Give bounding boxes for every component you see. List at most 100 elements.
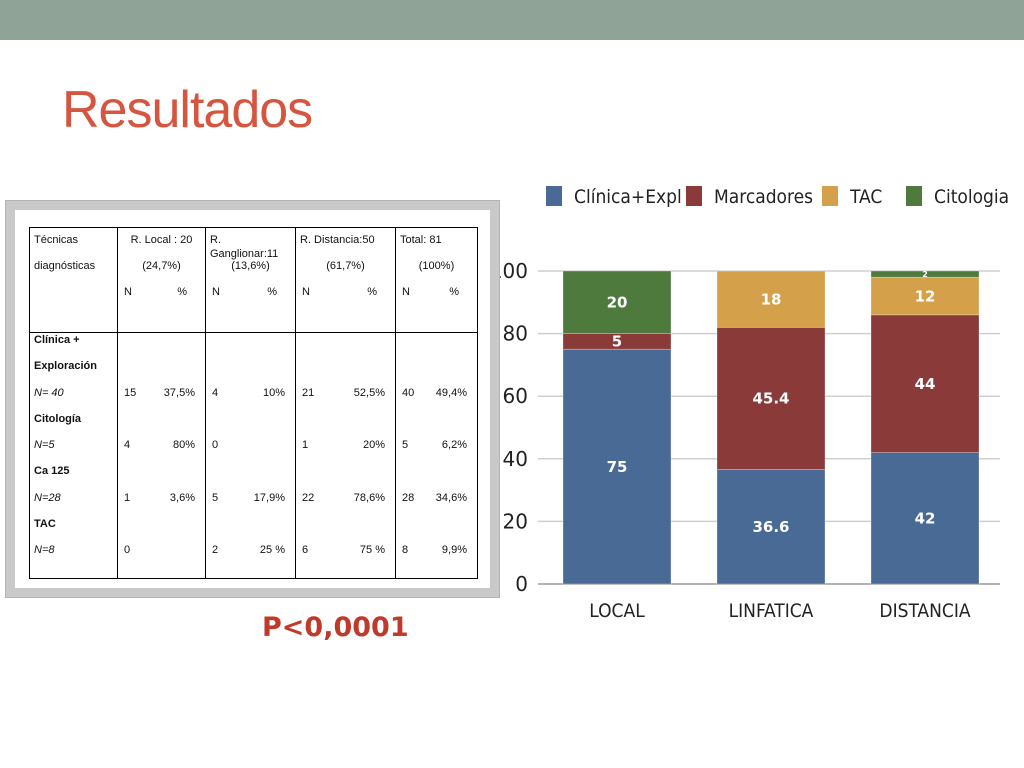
cell-percent <box>285 464 291 490</box>
cell-count: 2 <box>212 544 219 557</box>
value-stack: 4 10% 0 5 17,9% 2 25 % <box>210 333 291 570</box>
y-tick-label: 80 <box>503 322 528 346</box>
legend-swatch <box>686 186 702 206</box>
stacked-bar-chart: Clínica+Expl Marcadores TAC Citologia 0 20 40 6… <box>500 186 1009 622</box>
data-column-distancia: 21 52,5% 1 20% 22 78,6% 6 75 % <box>295 332 396 579</box>
x-tick-label: DISTANCIA <box>879 600 970 622</box>
cell-count <box>300 333 302 359</box>
cell-count <box>300 517 302 543</box>
cell-percent: 17,9% <box>253 491 285 504</box>
n-label: N <box>302 286 310 298</box>
table-cell <box>122 517 201 543</box>
row-label: Ca 125 <box>34 465 70 478</box>
bar-value-label: 12 <box>915 287 936 305</box>
table-cell <box>400 333 473 359</box>
cell-count <box>210 359 212 385</box>
results-table: Técnicas diagnósticas R. Local : 20 (24,… <box>29 227 478 579</box>
table-cell: 1 20% <box>300 438 391 464</box>
bar-value-label: 75 <box>607 458 628 476</box>
data-column-local: 15 37,5% 4 80% 1 3,6% 0 <box>117 332 206 579</box>
cell-count: 1 <box>302 439 309 452</box>
table-cell: 0 <box>210 438 291 464</box>
cell-count <box>400 464 402 490</box>
cell-count <box>210 412 212 438</box>
header-label: (24,7%) <box>142 260 181 272</box>
header-label: R. Local : 20 <box>130 234 193 246</box>
cell-percent <box>285 412 291 438</box>
data-column-ganglionar: 4 10% 0 5 17,9% 2 25 % <box>205 332 296 579</box>
cell-percent: 10% <box>262 386 285 399</box>
table-cell: 28 34,6% <box>400 491 473 517</box>
cell-percent: 78,6% <box>353 491 385 504</box>
cell-percent <box>467 359 473 385</box>
cell-percent: 49,4% <box>435 386 467 399</box>
bar-value-label: 18 <box>761 290 782 308</box>
cell-count <box>122 359 124 385</box>
table-cell <box>400 517 473 543</box>
cell-percent: 20% <box>362 439 385 452</box>
cell-percent <box>195 359 201 385</box>
cell-percent <box>195 543 201 569</box>
cell-percent: 34,6% <box>435 491 467 504</box>
bar-segment <box>870 270 980 278</box>
cell-count: 4 <box>124 439 131 452</box>
bar-value-label: 45.4 <box>752 390 789 408</box>
table-cell: 40 49,4% <box>400 386 473 412</box>
cell-percent <box>285 333 291 359</box>
row-label: Clínica + <box>34 334 80 346</box>
bar-segment <box>870 276 980 316</box>
header-label: Técnicas <box>34 234 79 246</box>
bar-value-label: 5 <box>612 333 622 351</box>
cell-count <box>300 412 302 438</box>
cell-percent <box>467 412 473 438</box>
legend-label: TAC <box>849 186 882 208</box>
cell-percent <box>467 333 473 359</box>
row-label-stack: Clínica + Exploración N= 40 Citología N=5 Ca … <box>34 333 113 570</box>
pct-label: % <box>367 286 377 298</box>
value-stack: 15 37,5% 4 80% 1 3,6% 0 <box>122 333 201 570</box>
legend-swatch <box>906 186 922 206</box>
table-cell <box>400 464 473 490</box>
n-pct-labels: N% <box>300 285 391 311</box>
cell-percent <box>195 517 201 543</box>
cell-count: 0 <box>124 544 131 557</box>
n-label: N <box>124 286 132 298</box>
cell-percent <box>385 412 391 438</box>
cell-count: 8 <box>402 544 409 557</box>
cell-percent: 80% <box>172 439 195 452</box>
cell-count <box>300 359 302 385</box>
table-cell <box>122 464 201 490</box>
table-cell <box>210 359 291 385</box>
n-pct-labels: N% <box>400 285 473 311</box>
header-label: R. Ganglionar:11 <box>210 234 279 260</box>
table-cell <box>300 517 391 543</box>
table-cell <box>300 333 391 359</box>
bar-segment <box>562 270 672 334</box>
bar-segment <box>716 326 826 470</box>
legend-swatch <box>546 186 562 206</box>
table-cell: 21 52,5% <box>300 386 391 412</box>
table-cell <box>122 412 201 438</box>
row-label: N=28 <box>34 491 61 504</box>
row-label-column: Clínica + Exploración N= 40 Citología N=5 Ca … <box>30 333 118 579</box>
legend-label: Citologia <box>934 186 1009 208</box>
bar-segment <box>562 348 672 585</box>
cell-count: 4 <box>212 386 219 399</box>
pct-label: % <box>177 286 187 298</box>
cell-count <box>210 517 212 543</box>
bar-value-label: 44 <box>915 375 936 393</box>
legend-label: Marcadores <box>714 186 813 208</box>
cell-count: 40 <box>402 386 415 399</box>
cell-percent <box>385 333 391 359</box>
y-tick-label: 100 <box>500 259 528 283</box>
row-label: N=5 <box>34 439 55 452</box>
cell-percent: 37,5% <box>163 386 195 399</box>
table-cell <box>210 464 291 490</box>
table-cell <box>210 412 291 438</box>
pct-label: % <box>267 286 277 298</box>
cell-count: 21 <box>302 386 315 399</box>
cell-count: 5 <box>212 491 219 504</box>
header-label: R. Distancia:50 <box>300 234 375 246</box>
row-label: TAC <box>34 518 56 531</box>
y-tick-label: 0 <box>515 572 528 596</box>
